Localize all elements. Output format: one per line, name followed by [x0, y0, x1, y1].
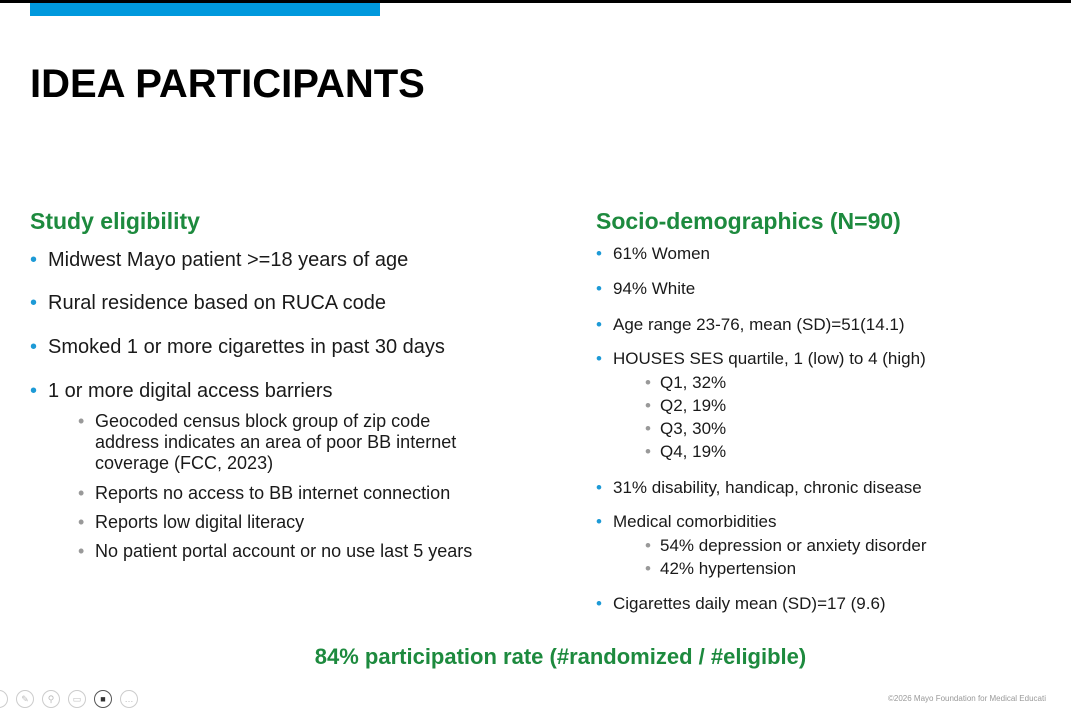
list-item: HOUSES SES quartile, 1 (low) to 4 (high)	[596, 349, 926, 369]
top-border	[0, 0, 1071, 3]
list-subitem: Q1, 32%	[645, 373, 726, 393]
list-item: Medical comorbidities	[596, 512, 777, 532]
list-item: 61% Women	[596, 244, 710, 264]
list-subitem: Q2, 19%	[645, 396, 726, 416]
accent-bar	[30, 3, 380, 16]
list-subitem: Reports no access to BB internet connect…	[78, 483, 450, 504]
list-subitem: Geocoded census block group of zip code …	[78, 411, 485, 474]
list-item: 94% White	[596, 279, 695, 299]
list-subitem: Q3, 30%	[645, 419, 726, 439]
pen-icon[interactable]: ✎	[16, 690, 34, 708]
list-item: 1 or more digital access barriers	[30, 380, 333, 403]
previous-icon[interactable]: ‹	[0, 690, 8, 708]
list-item: 31% disability, handicap, chronic diseas…	[596, 478, 922, 498]
slide-title: IDEA PARTICIPANTS	[30, 62, 425, 106]
sociodemographics-heading: Socio-demographics (N=90)	[596, 208, 901, 234]
list-item: Smoked 1 or more cigarettes in past 30 d…	[30, 336, 445, 359]
list-item: Midwest Mayo patient >=18 years of age	[30, 249, 408, 272]
list-subitem: Q4, 19%	[645, 442, 726, 462]
list-item: Age range 23-76, mean (SD)=51(14.1)	[596, 315, 905, 335]
list-subitem: Reports low digital literacy	[78, 512, 304, 533]
list-subitem: 54% depression or anxiety disorder	[645, 536, 927, 556]
copyright-footer: ©2026 Mayo Foundation for Medical Educat…	[888, 694, 1046, 703]
more-icon[interactable]: …	[120, 690, 138, 708]
zoom-icon[interactable]: ⚲	[42, 690, 60, 708]
list-item: Cigarettes daily mean (SD)=17 (9.6)	[596, 594, 886, 614]
participation-rate: 84% participation rate (#randomized / #e…	[314, 644, 807, 669]
slide-controls: ‹ ✎ ⚲ ▭ ■ …	[0, 690, 138, 708]
list-subitem: 42% hypertension	[645, 559, 796, 579]
camera-icon[interactable]: ■	[94, 690, 112, 708]
list-subitem: No patient portal account or no use last…	[78, 541, 472, 562]
subtitles-icon[interactable]: ▭	[68, 690, 86, 708]
list-item: Rural residence based on RUCA code	[30, 292, 386, 315]
eligibility-heading: Study eligibility	[30, 208, 200, 234]
